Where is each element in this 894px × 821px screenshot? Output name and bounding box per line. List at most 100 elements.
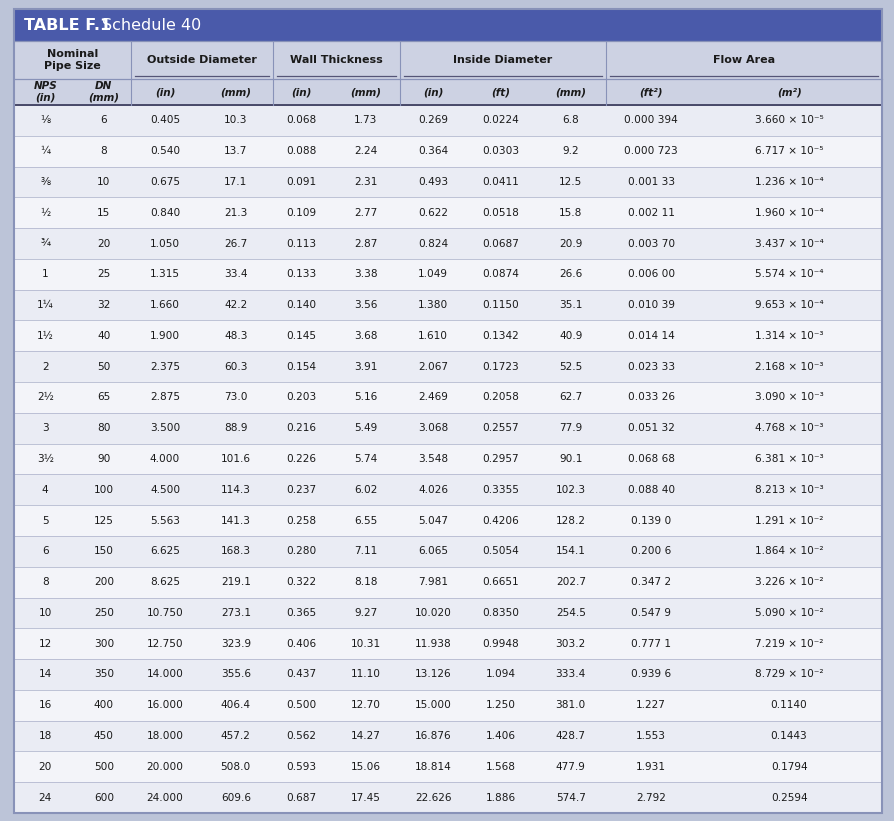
Text: (ft): (ft) <box>492 87 510 97</box>
Text: (ft²): (ft²) <box>639 87 662 97</box>
Bar <box>14 197 882 228</box>
Text: 8.729 × 10⁻²: 8.729 × 10⁻² <box>755 669 823 680</box>
Text: 1.886: 1.886 <box>485 792 516 803</box>
Text: ½: ½ <box>40 208 50 218</box>
Text: 18.814: 18.814 <box>415 762 451 772</box>
Bar <box>14 9 882 41</box>
Text: 4.768 × 10⁻³: 4.768 × 10⁻³ <box>755 423 823 433</box>
Text: 5.563: 5.563 <box>150 516 180 525</box>
Text: 0.675: 0.675 <box>150 177 180 187</box>
Bar <box>14 566 882 598</box>
Text: (in): (in) <box>423 87 443 97</box>
Text: 114.3: 114.3 <box>221 484 251 495</box>
Text: 1.227: 1.227 <box>637 700 666 710</box>
Text: 0.000 394: 0.000 394 <box>624 116 678 126</box>
Text: 323.9: 323.9 <box>221 639 251 649</box>
Text: 12: 12 <box>38 639 52 649</box>
Text: 7.219 × 10⁻²: 7.219 × 10⁻² <box>755 639 823 649</box>
Text: 0.258: 0.258 <box>287 516 316 525</box>
Bar <box>14 290 882 320</box>
Text: 0.493: 0.493 <box>418 177 448 187</box>
Text: 6.02: 6.02 <box>354 484 377 495</box>
Text: 6: 6 <box>100 116 107 126</box>
Text: 10.3: 10.3 <box>224 116 248 126</box>
Bar <box>14 351 882 382</box>
Text: ⅛: ⅛ <box>40 116 50 126</box>
Text: TABLE F.1: TABLE F.1 <box>24 17 111 33</box>
Text: 2.067: 2.067 <box>418 362 448 372</box>
Text: 1.73: 1.73 <box>354 116 377 126</box>
Text: 0.1723: 0.1723 <box>483 362 519 372</box>
Bar <box>14 413 882 443</box>
Text: 3½: 3½ <box>37 454 54 464</box>
Text: 73.0: 73.0 <box>224 392 248 402</box>
Text: 0.216: 0.216 <box>287 423 316 433</box>
Text: 6.8: 6.8 <box>562 116 579 126</box>
Text: 0.364: 0.364 <box>418 146 448 156</box>
Text: 1.380: 1.380 <box>418 300 449 310</box>
Text: Schedule 40: Schedule 40 <box>102 17 201 33</box>
Bar <box>14 320 882 351</box>
Text: 0.139 0: 0.139 0 <box>631 516 671 525</box>
Bar <box>14 475 882 505</box>
Text: 65: 65 <box>97 392 111 402</box>
Bar <box>14 505 882 536</box>
Text: 0.113: 0.113 <box>287 239 316 249</box>
Text: 0.1140: 0.1140 <box>771 700 807 710</box>
Text: 477.9: 477.9 <box>556 762 586 772</box>
Text: 8: 8 <box>42 577 48 587</box>
Text: 0.088: 0.088 <box>287 146 317 156</box>
Text: 10: 10 <box>97 177 111 187</box>
Text: 3.660 × 10⁻⁵: 3.660 × 10⁻⁵ <box>755 116 823 126</box>
Text: 3.090 × 10⁻³: 3.090 × 10⁻³ <box>755 392 823 402</box>
Text: 2.469: 2.469 <box>418 392 448 402</box>
Text: 3.068: 3.068 <box>418 423 449 433</box>
Text: 26.7: 26.7 <box>224 239 248 249</box>
Text: 0.824: 0.824 <box>418 239 448 249</box>
Text: 0.237: 0.237 <box>287 484 316 495</box>
Text: 1: 1 <box>42 269 48 279</box>
Text: 0.010 39: 0.010 39 <box>628 300 675 310</box>
Text: 1.291 × 10⁻²: 1.291 × 10⁻² <box>755 516 823 525</box>
Text: 0.200 6: 0.200 6 <box>631 546 671 557</box>
Text: 355.6: 355.6 <box>221 669 251 680</box>
Text: 0.347 2: 0.347 2 <box>631 577 671 587</box>
Text: 13.7: 13.7 <box>224 146 248 156</box>
Text: 101.6: 101.6 <box>221 454 251 464</box>
Text: 0.6651: 0.6651 <box>483 577 519 587</box>
Text: 0.226: 0.226 <box>287 454 316 464</box>
Text: 0.133: 0.133 <box>287 269 316 279</box>
Text: 428.7: 428.7 <box>556 731 586 741</box>
Text: 0.540: 0.540 <box>150 146 180 156</box>
Text: 0.622: 0.622 <box>418 208 448 218</box>
Text: 3.38: 3.38 <box>354 269 377 279</box>
Text: 3.56: 3.56 <box>354 300 377 310</box>
Text: 1½: 1½ <box>37 331 54 341</box>
Text: 90: 90 <box>97 454 111 464</box>
Bar <box>14 228 882 259</box>
Text: 0.280: 0.280 <box>287 546 316 557</box>
Text: 250: 250 <box>94 608 114 618</box>
Text: 0.068 68: 0.068 68 <box>628 454 675 464</box>
Text: 50: 50 <box>97 362 111 372</box>
Text: 20: 20 <box>38 762 52 772</box>
Text: 3.68: 3.68 <box>354 331 377 341</box>
Text: 0.437: 0.437 <box>287 669 316 680</box>
Text: 0.322: 0.322 <box>287 577 316 587</box>
Text: 0.0224: 0.0224 <box>483 116 519 126</box>
Text: 16.876: 16.876 <box>415 731 451 741</box>
Text: 5.49: 5.49 <box>354 423 377 433</box>
Text: 62.7: 62.7 <box>560 392 583 402</box>
Text: 77.9: 77.9 <box>560 423 583 433</box>
Bar <box>14 721 882 751</box>
Text: 15.06: 15.06 <box>350 762 381 772</box>
Text: 1.049: 1.049 <box>418 269 448 279</box>
Text: Outside Diameter: Outside Diameter <box>147 55 257 65</box>
Text: 303.2: 303.2 <box>556 639 586 649</box>
Text: 100: 100 <box>94 484 114 495</box>
Text: 0.4206: 0.4206 <box>483 516 519 525</box>
Bar <box>14 135 882 167</box>
Text: 0.2594: 0.2594 <box>771 792 807 803</box>
Text: 0.006 00: 0.006 00 <box>628 269 675 279</box>
Text: 9.2: 9.2 <box>562 146 579 156</box>
